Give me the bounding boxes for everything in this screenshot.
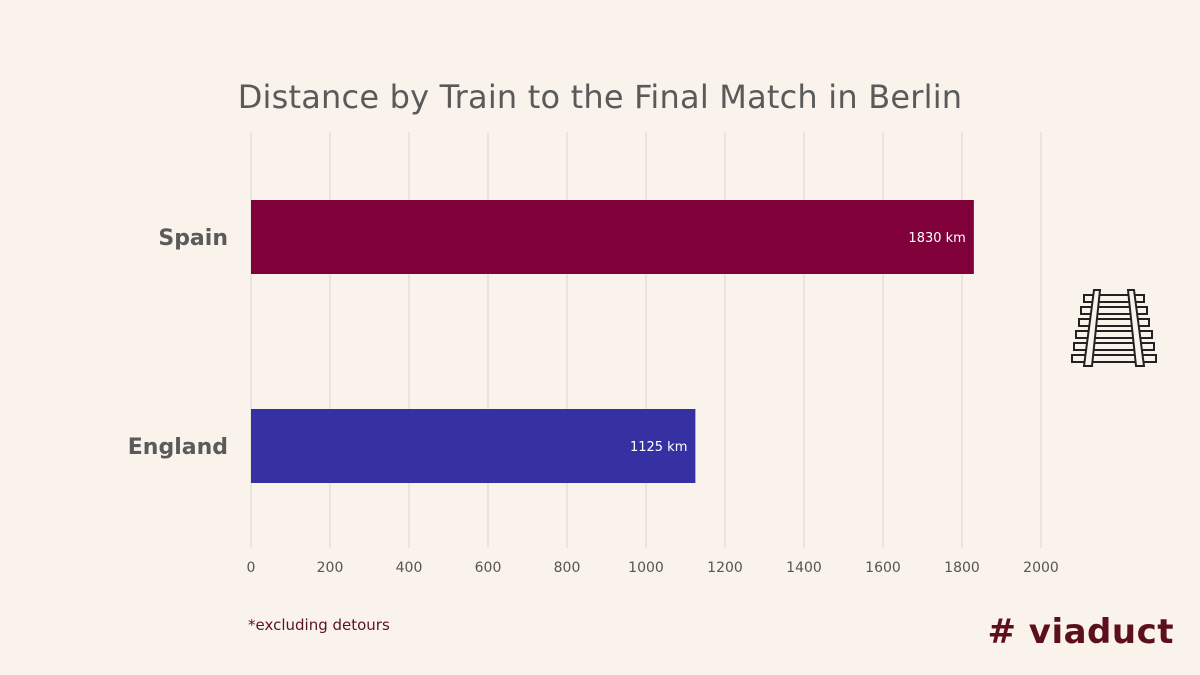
railway-track-icon	[1071, 289, 1157, 367]
x-tick-label: 1600	[865, 560, 901, 576]
bar	[251, 409, 696, 483]
chart-title: Distance by Train to the Final Match in …	[237, 78, 963, 116]
x-tick-label: 1000	[628, 560, 664, 576]
brand-logo: # viaduct	[987, 612, 1174, 652]
bar-value-label: 1125 km	[630, 440, 687, 455]
x-tick-label: 400	[396, 560, 423, 576]
x-tick-label: 1800	[944, 560, 980, 576]
x-tick-label: 800	[554, 560, 581, 576]
x-tick-label: 1400	[786, 560, 822, 576]
category-label: Spain	[158, 226, 228, 251]
x-tick-label: 600	[475, 560, 502, 576]
bar	[251, 200, 974, 274]
x-tick-label: 2000	[1023, 560, 1059, 576]
x-tick-label: 0	[247, 560, 256, 576]
x-tick-label: 200	[317, 560, 344, 576]
x-tick-label: 1200	[707, 560, 743, 576]
footnote: *excluding detours	[248, 616, 390, 634]
bar-value-label: 1830 km	[908, 231, 965, 246]
category-label: England	[128, 435, 228, 460]
